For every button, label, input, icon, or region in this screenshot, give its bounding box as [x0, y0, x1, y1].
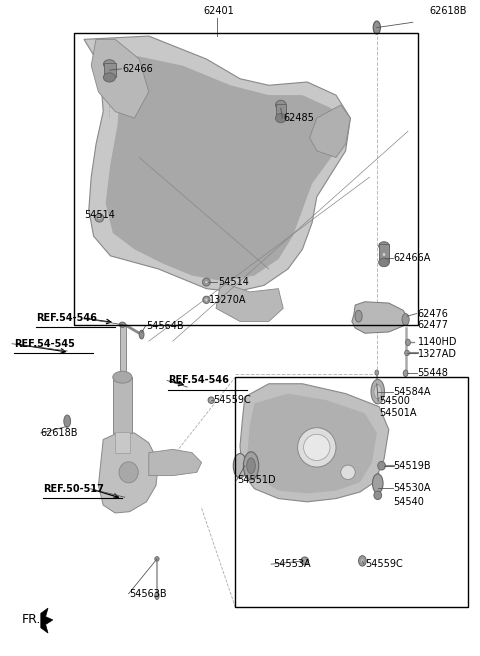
Ellipse shape [374, 384, 382, 399]
Ellipse shape [372, 474, 383, 493]
Text: 54540: 54540 [394, 497, 424, 508]
Ellipse shape [406, 339, 410, 346]
Ellipse shape [243, 452, 259, 480]
Ellipse shape [405, 350, 409, 356]
Ellipse shape [64, 415, 71, 427]
Text: 55448: 55448 [418, 367, 448, 378]
Ellipse shape [276, 113, 286, 123]
Bar [113, 377, 132, 433]
Ellipse shape [204, 281, 208, 283]
Ellipse shape [139, 330, 144, 339]
Text: 62466A: 62466A [394, 253, 431, 263]
Ellipse shape [119, 462, 138, 483]
Text: REF.50-517: REF.50-517 [43, 483, 104, 494]
Ellipse shape [341, 465, 355, 480]
Polygon shape [149, 449, 202, 476]
Text: REF.54-546: REF.54-546 [168, 375, 229, 386]
Ellipse shape [247, 458, 255, 474]
Polygon shape [352, 302, 408, 333]
Polygon shape [106, 52, 341, 281]
Ellipse shape [374, 491, 382, 500]
Ellipse shape [303, 559, 306, 563]
Ellipse shape [379, 258, 389, 267]
Ellipse shape [210, 399, 212, 401]
Text: 54514: 54514 [84, 210, 115, 220]
Ellipse shape [276, 100, 286, 110]
Ellipse shape [378, 462, 385, 470]
Ellipse shape [375, 370, 379, 375]
Ellipse shape [301, 557, 309, 565]
Text: 62466: 62466 [122, 64, 153, 74]
Polygon shape [84, 36, 350, 292]
Ellipse shape [119, 322, 126, 327]
Text: 54564B: 54564B [146, 321, 184, 331]
Polygon shape [247, 394, 377, 493]
Ellipse shape [402, 314, 409, 325]
Bar [235, 377, 468, 607]
Ellipse shape [104, 73, 115, 82]
Bar [74, 33, 418, 325]
Bar [276, 104, 286, 118]
Text: REF.54-545: REF.54-545 [14, 338, 75, 349]
Ellipse shape [355, 310, 362, 322]
Polygon shape [240, 384, 389, 502]
Ellipse shape [155, 592, 159, 600]
Ellipse shape [203, 278, 210, 286]
Ellipse shape [382, 253, 386, 256]
Ellipse shape [359, 556, 366, 566]
Polygon shape [310, 105, 350, 157]
Polygon shape [41, 608, 53, 633]
Text: 62401: 62401 [203, 7, 234, 16]
Bar [120, 325, 126, 380]
Text: 54500: 54500 [379, 396, 410, 407]
Ellipse shape [95, 213, 104, 222]
Ellipse shape [361, 559, 364, 563]
Polygon shape [91, 39, 149, 118]
Ellipse shape [205, 298, 208, 301]
Text: 54551D: 54551D [238, 475, 276, 485]
Ellipse shape [371, 379, 384, 404]
Ellipse shape [403, 370, 408, 377]
Bar [104, 63, 116, 77]
Ellipse shape [298, 428, 336, 467]
Polygon shape [216, 282, 283, 321]
Text: 62618B: 62618B [430, 7, 467, 16]
Text: 54563B: 54563B [130, 588, 167, 599]
Ellipse shape [373, 21, 381, 34]
Text: 1140HD: 1140HD [418, 337, 457, 347]
Text: 62618B: 62618B [41, 428, 78, 438]
Text: 54584A: 54584A [394, 386, 431, 397]
Text: 62485: 62485 [283, 113, 314, 123]
Ellipse shape [304, 434, 330, 461]
Ellipse shape [155, 556, 159, 562]
Text: 1327AD: 1327AD [418, 349, 456, 359]
Ellipse shape [379, 241, 389, 250]
Ellipse shape [113, 371, 132, 383]
Ellipse shape [203, 296, 210, 303]
Text: 62476: 62476 [418, 308, 448, 319]
Text: 54519B: 54519B [394, 461, 431, 471]
Text: 13270A: 13270A [209, 295, 246, 305]
Text: 54514: 54514 [218, 277, 249, 287]
Bar [379, 244, 389, 262]
Text: 54530A: 54530A [394, 483, 431, 493]
Text: 62477: 62477 [418, 320, 449, 331]
Text: REF.54-546: REF.54-546 [36, 313, 97, 323]
Text: FR.: FR. [22, 613, 41, 626]
Text: 54553A: 54553A [274, 559, 311, 569]
Ellipse shape [208, 397, 214, 403]
Ellipse shape [104, 60, 115, 69]
Text: 54559C: 54559C [214, 395, 252, 405]
Text: 54559C: 54559C [365, 559, 403, 569]
Text: 54501A: 54501A [379, 408, 417, 419]
Bar [115, 432, 130, 453]
Polygon shape [98, 433, 158, 513]
Ellipse shape [233, 453, 247, 478]
Ellipse shape [97, 216, 101, 220]
